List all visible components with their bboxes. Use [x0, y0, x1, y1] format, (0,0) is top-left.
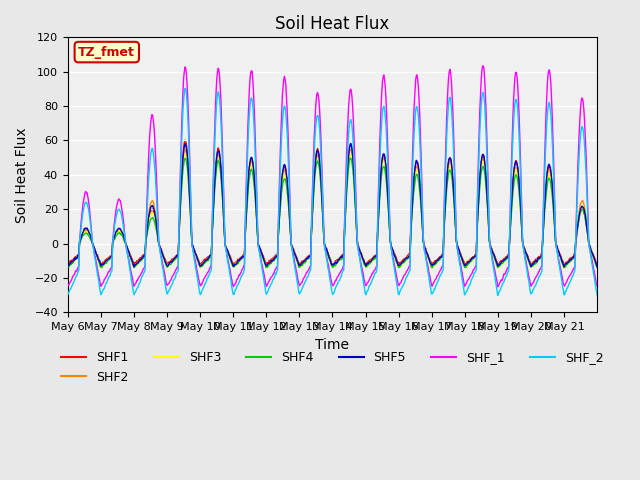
- SHF3: [126, 253, 134, 259]
- Line: SHF5: SHF5: [68, 144, 597, 267]
- SHF4: [388, 243, 396, 249]
- SHF4: [64, 264, 72, 270]
- SHF2: [593, 264, 601, 269]
- Line: SHF_2: SHF_2: [68, 88, 597, 296]
- SHF3: [593, 265, 601, 271]
- SHF5: [417, 198, 425, 204]
- SHF2: [250, 167, 257, 173]
- SHF3: [417, 203, 425, 209]
- SHF2: [126, 252, 134, 258]
- SHF1: [126, 252, 134, 257]
- SHF4: [346, 156, 354, 161]
- SHF5: [593, 264, 601, 270]
- SHF_1: [479, 63, 487, 69]
- SHF_2: [126, 266, 134, 272]
- SHF1: [417, 199, 425, 204]
- SHF_2: [417, 168, 425, 174]
- SHF3: [250, 172, 257, 178]
- SHF1: [64, 261, 72, 266]
- SHF1: [181, 137, 189, 143]
- Title: Soil Heat Flux: Soil Heat Flux: [275, 15, 390, 33]
- Line: SHF2: SHF2: [68, 149, 597, 266]
- SHF4: [250, 176, 257, 182]
- Line: SHF3: SHF3: [68, 154, 597, 268]
- SHF_2: [270, 276, 278, 281]
- SHF_1: [250, 87, 257, 93]
- SHF_1: [64, 283, 72, 289]
- SHF1: [388, 243, 396, 249]
- SHF_2: [494, 293, 502, 299]
- SHF4: [428, 265, 436, 271]
- SHF5: [126, 253, 134, 259]
- SHF4: [593, 264, 601, 270]
- SHF1: [250, 172, 258, 178]
- SHF4: [417, 205, 425, 211]
- SHF_1: [494, 284, 502, 290]
- SHF_1: [269, 271, 277, 277]
- SHF2: [347, 146, 355, 152]
- SHF1: [224, 249, 232, 254]
- SHF5: [269, 257, 277, 263]
- Y-axis label: Soil Heat Flux: Soil Heat Flux: [15, 127, 29, 223]
- SHF4: [269, 257, 277, 263]
- SHF5: [347, 141, 355, 146]
- SHF2: [417, 201, 425, 206]
- SHF_2: [64, 292, 72, 298]
- SHF_2: [224, 259, 232, 265]
- SHF_1: [417, 131, 424, 137]
- SHF_2: [181, 85, 189, 91]
- Legend: SHF1, SHF2, SHF3, SHF4, SHF5, SHF_1, SHF_2: SHF1, SHF2, SHF3, SHF4, SHF5, SHF_1, SHF…: [56, 347, 609, 389]
- Line: SHF_1: SHF_1: [68, 66, 597, 287]
- SHF3: [64, 265, 72, 271]
- SHF2: [388, 244, 396, 250]
- SHF_2: [593, 292, 601, 298]
- SHF_1: [593, 283, 601, 289]
- SHF_1: [223, 253, 231, 259]
- X-axis label: Time: Time: [316, 337, 349, 352]
- SHF3: [223, 247, 231, 253]
- SHF5: [250, 165, 257, 170]
- Line: SHF1: SHF1: [68, 140, 597, 265]
- SHF_2: [250, 124, 258, 130]
- SHF4: [126, 253, 134, 259]
- SHF1: [593, 261, 601, 267]
- SHF_1: [126, 263, 134, 269]
- SHF2: [223, 247, 231, 253]
- SHF3: [347, 151, 355, 157]
- Text: TZ_fmet: TZ_fmet: [78, 46, 135, 59]
- SHF_2: [388, 247, 396, 253]
- SHF3: [269, 258, 277, 264]
- SHF5: [388, 244, 396, 250]
- SHF1: [270, 254, 278, 260]
- SHF4: [223, 247, 231, 253]
- SHF3: [388, 244, 396, 250]
- SHF2: [64, 262, 72, 268]
- SHF_1: [387, 242, 395, 248]
- SHF5: [64, 264, 72, 270]
- Line: SHF4: SHF4: [68, 158, 597, 268]
- SHF5: [223, 246, 231, 252]
- SHF2: [269, 256, 277, 262]
- SHF1: [428, 262, 436, 268]
